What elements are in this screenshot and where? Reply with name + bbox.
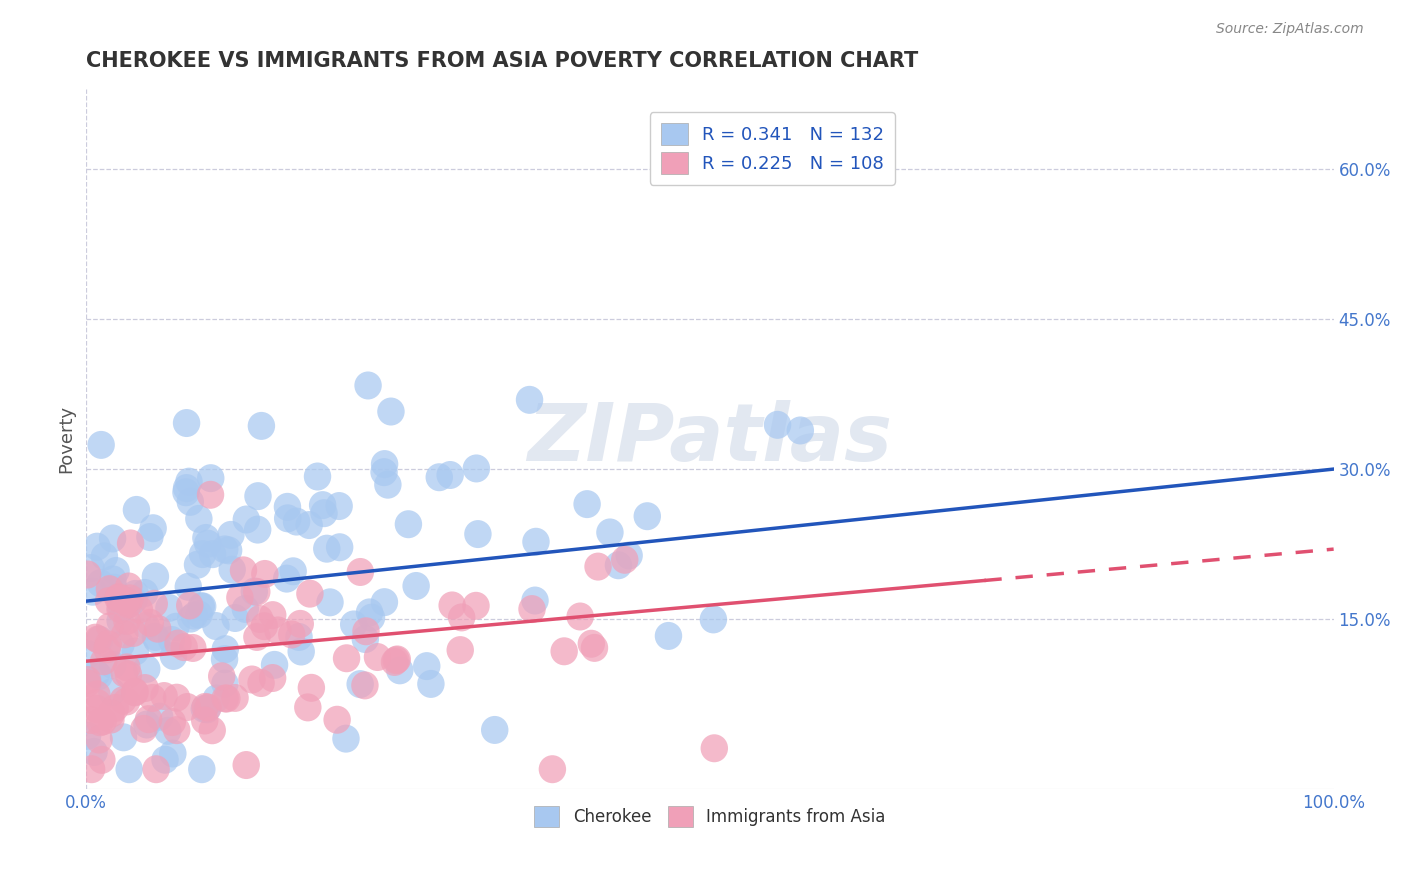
Text: CHEROKEE VS IMMIGRANTS FROM ASIA POVERTY CORRELATION CHART: CHEROKEE VS IMMIGRANTS FROM ASIA POVERTY… [86, 51, 918, 70]
Y-axis label: Poverty: Poverty [58, 405, 75, 473]
Legend: Cherokee, Immigrants from Asia: Cherokee, Immigrants from Asia [527, 800, 893, 833]
Text: ZIPatlas: ZIPatlas [527, 400, 893, 478]
Text: Source: ZipAtlas.com: Source: ZipAtlas.com [1216, 22, 1364, 37]
